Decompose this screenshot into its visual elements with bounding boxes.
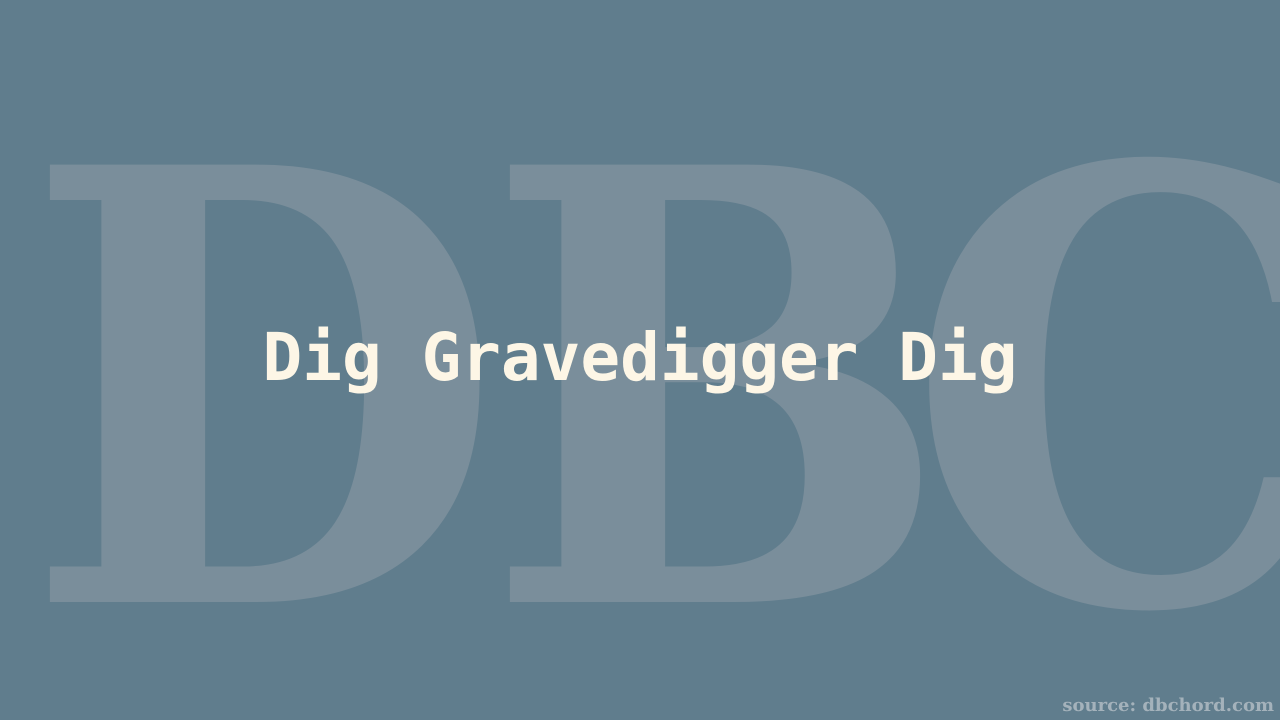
source-credit: source: dbchord.com	[1062, 695, 1274, 716]
song-title: Dig Gravedigger Dig	[262, 319, 1018, 396]
